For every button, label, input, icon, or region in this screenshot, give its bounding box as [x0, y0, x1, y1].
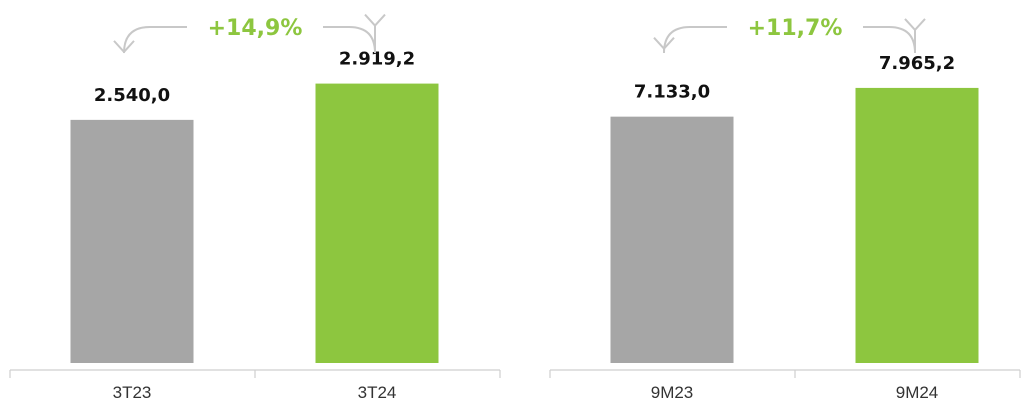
arrowhead-icon — [364, 13, 386, 28]
bar — [610, 116, 734, 364]
arrowhead-icon — [113, 40, 135, 54]
bar — [315, 83, 439, 364]
x-tick-label: 9M23 — [651, 383, 694, 402]
arrowhead-icon — [653, 36, 675, 51]
bar — [70, 119, 194, 363]
growth-arrow-left — [663, 26, 727, 54]
x-tick-label: 3T24 — [358, 383, 397, 402]
data-label: 7.965,2 — [879, 53, 955, 74]
growth-label: +11,7% — [748, 16, 843, 41]
data-label: 2.540,0 — [94, 85, 170, 106]
growth-arrow-right — [323, 25, 376, 54]
bar — [855, 87, 979, 363]
data-label: 2.919,2 — [339, 49, 415, 70]
growth-arrow-right — [863, 26, 916, 54]
arrowhead-icon — [904, 18, 926, 32]
x-tick-label: 3T23 — [113, 383, 152, 402]
growth-label: +14,9% — [208, 16, 303, 41]
x-tick-label: 9M24 — [896, 383, 939, 402]
data-label: 7.133,0 — [634, 82, 710, 103]
growth-arrow-left — [123, 26, 187, 54]
